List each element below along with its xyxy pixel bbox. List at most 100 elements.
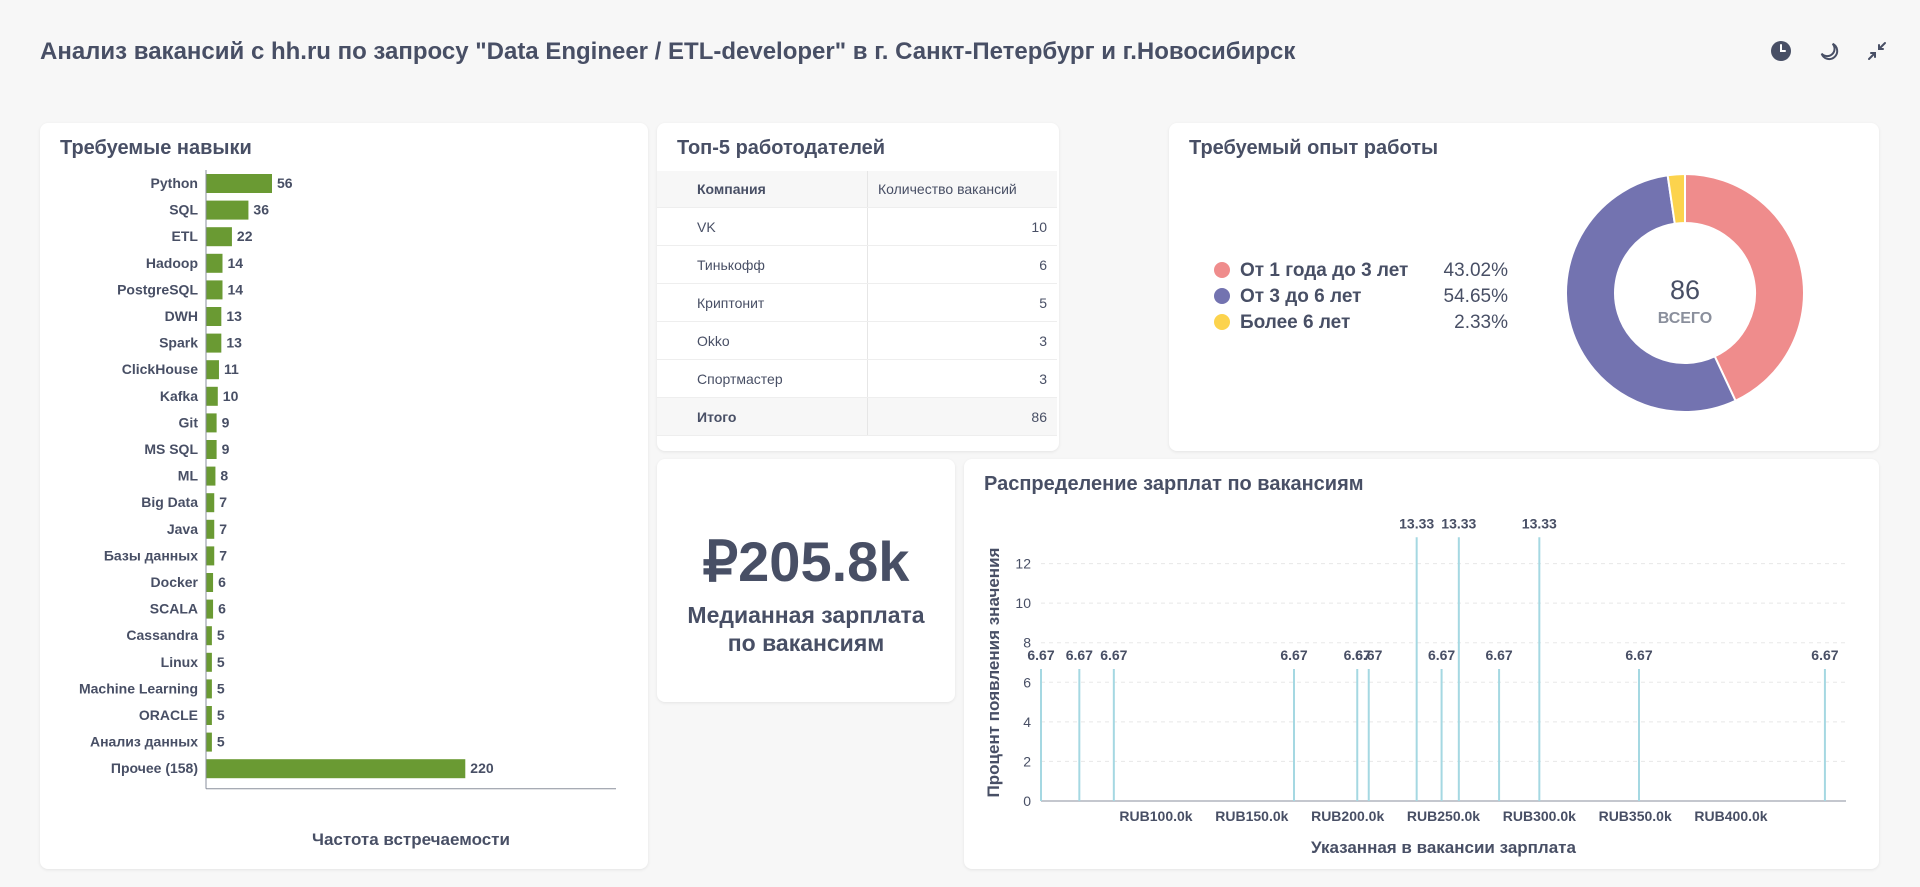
experience-card-title: Требуемый опыт работы (1189, 137, 1439, 159)
table-row: Тинькофф 6 (657, 245, 1057, 284)
clock-icon[interactable] (1768, 38, 1794, 64)
skill-bar (206, 466, 216, 486)
table-cell-count: 3 (867, 359, 1057, 398)
x-tick-label: RUB300.0k (1503, 808, 1576, 824)
y-tick-label: 12 (1015, 556, 1031, 572)
skill-value-label: 5 (217, 734, 225, 750)
skill-bar (206, 253, 223, 273)
skill-bar (206, 307, 222, 326)
x-tick-label: RUB150.0k (1215, 808, 1288, 824)
skill-label: Spark (159, 335, 198, 351)
skill-bar (206, 280, 223, 300)
table-cell-count: 3 (867, 321, 1057, 360)
skill-bar (206, 679, 212, 699)
y-tick-label: 8 (1023, 635, 1031, 651)
table-row: Okko 3 (657, 321, 1057, 360)
skill-value-label: 9 (222, 441, 230, 457)
skill-label: Git (179, 414, 199, 430)
x-tick-label: RUB250.0k (1407, 808, 1480, 824)
column-header-company[interactable]: Компания (657, 171, 868, 208)
skill-label: Cassandra (126, 627, 198, 643)
skill-label: Java (167, 521, 198, 537)
y-tick-label: 0 (1023, 793, 1031, 809)
skill-bar (206, 360, 219, 380)
skill-bar (206, 759, 466, 779)
skill-bar (206, 626, 212, 646)
table-cell-company: Okko (657, 321, 868, 360)
table-cell-count: 10 (867, 207, 1057, 246)
skill-label: Прочее (158) (111, 760, 198, 776)
table-row: Криптонит 5 (657, 283, 1057, 322)
column-header-count[interactable]: Количество вакансий (867, 171, 1057, 208)
skill-bar (206, 333, 222, 353)
y-tick-label: 10 (1015, 595, 1031, 611)
skill-bar (206, 652, 212, 672)
salary-bar-label: 6.67 (1280, 647, 1307, 663)
donut-slice (1666, 172, 1686, 225)
salary-bar-label: 6.67 (1485, 647, 1512, 663)
salary-y-axis-title: Процент появления значения (984, 548, 1003, 798)
x-tick-label: RUB100.0k (1119, 808, 1192, 824)
table-row: Спортмастер 3 (657, 359, 1057, 398)
header-actions (1768, 38, 1890, 64)
median-salary-label-2: по вакансиям (727, 630, 885, 656)
salary-bar-label: 13.33 (1399, 515, 1434, 531)
skill-value-label: 9 (222, 414, 230, 430)
employers-card: Топ-5 работодателей Компания Количество … (657, 123, 1059, 451)
legend-percent: 43.02% (1444, 260, 1509, 281)
legend-label: От 3 до 6 лет (1240, 286, 1361, 307)
skill-label: SQL (169, 202, 198, 218)
skills-card: Требуемые навыки Python 56 SQL 36 ETL 22 Hadoo… (40, 123, 648, 869)
legend-marker (1214, 314, 1230, 330)
table-total-value: 86 (867, 397, 1057, 436)
skill-value-label: 6 (218, 601, 226, 617)
skill-value-label: 13 (226, 308, 242, 324)
skill-bar (206, 493, 215, 513)
skill-bar (206, 413, 217, 433)
skill-value-label: 13 (226, 335, 242, 351)
skill-value-label: 36 (253, 202, 269, 218)
median-salary-value: ₽205.8k (702, 530, 910, 593)
donut-slice (1565, 174, 1737, 413)
y-tick-label: 6 (1023, 674, 1031, 690)
skill-label: PostgreSQL (117, 281, 198, 297)
median-salary-label-1: Медианная зарплата (687, 602, 925, 628)
skill-bar (206, 227, 232, 247)
table-cell-company: Криптонит (657, 283, 868, 322)
skill-value-label: 6 (218, 574, 226, 590)
collapse-icon[interactable] (1864, 38, 1890, 64)
table-cell-company: Тинькофф (657, 245, 868, 284)
donut-center-value: 86 (1670, 275, 1700, 305)
salary-bar-label: 13.33 (1522, 515, 1557, 531)
table-cell-count: 6 (867, 245, 1057, 284)
y-tick-label: 4 (1023, 714, 1031, 730)
skill-value-label: 5 (217, 680, 225, 696)
skill-label: ML (178, 468, 199, 484)
y-tick-label: 2 (1023, 753, 1031, 769)
salary-card-title: Распределение зарплат по вакансиям (984, 473, 1364, 495)
legend-percent: 2.33% (1454, 312, 1508, 333)
skill-label: Python (151, 175, 198, 191)
skill-value-label: 56 (277, 175, 293, 191)
experience-donut-chart: 86 ВСЕГО От 1 года до 3 лет 43.02% От 3 до… (1214, 172, 1805, 413)
skill-label: SCALA (150, 601, 198, 617)
salary-bar-label: 6.67 (1066, 647, 1093, 663)
skill-bar (206, 732, 212, 752)
salary-x-axis-title: Указанная в вакансии зарплата (1311, 838, 1576, 857)
skills-x-axis-title: Частота встречаемости (312, 830, 510, 849)
x-tick-label: RUB200.0k (1311, 808, 1384, 824)
skill-label: Базы данных (104, 547, 198, 563)
skill-label: MS SQL (144, 441, 198, 457)
skill-label: ETL (172, 228, 199, 244)
legend-percent: 54.65% (1444, 286, 1509, 307)
skill-bar (206, 440, 217, 459)
skill-value-label: 5 (217, 627, 225, 643)
skill-label: Machine Learning (79, 680, 198, 696)
skill-value-label: 5 (217, 707, 225, 723)
skill-bar (206, 519, 215, 539)
skill-value-label: 11 (224, 361, 239, 377)
skill-value-label: 220 (470, 760, 494, 776)
skill-label: Kafka (160, 388, 198, 404)
skill-label: Linux (161, 654, 199, 670)
moon-icon[interactable] (1816, 38, 1842, 64)
